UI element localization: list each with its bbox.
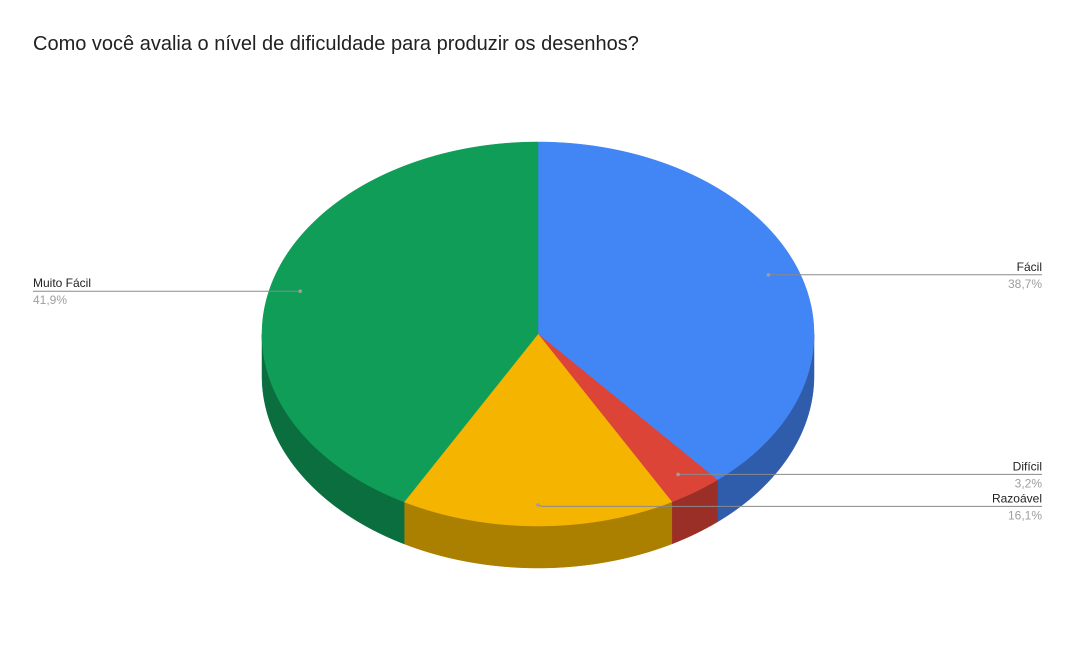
slice-percent-facil: 38,7% (1008, 277, 1042, 291)
slice-percent-razoavel: 16,1% (1008, 508, 1042, 522)
leader-dot-muito-facil (298, 289, 303, 294)
slice-label-razoavel: Razoável (992, 491, 1042, 505)
pie-labels: Fácil 38,7% Difícil 3,2%Razoável 16,1% Muito … (33, 260, 1043, 522)
pie-slice-muito-facil[interactable] (261, 141, 539, 503)
pie-side-walls (261, 333, 815, 569)
chart-title: Como você avalia o nível de dificuldade … (33, 33, 639, 55)
leader-dot-razoavel (536, 503, 540, 507)
leader-dot-dificil (676, 472, 680, 477)
slice-label-dificil: Difícil (1013, 459, 1042, 473)
slice-label-muito-facil: Muito Fácil (33, 276, 91, 290)
pie-slice-razoavel[interactable] (403, 333, 673, 527)
slice-percent-muito-facil: 41,9% (33, 293, 67, 307)
pie-top (261, 141, 815, 527)
slice-label-facil: Fácil (1017, 260, 1042, 274)
pie-slice-facil[interactable] (537, 141, 815, 481)
leader-dot-facil (766, 273, 771, 277)
pie-slice-dificil[interactable] (537, 333, 718, 503)
slice-percent-dificil: 3,2% (1015, 476, 1043, 490)
